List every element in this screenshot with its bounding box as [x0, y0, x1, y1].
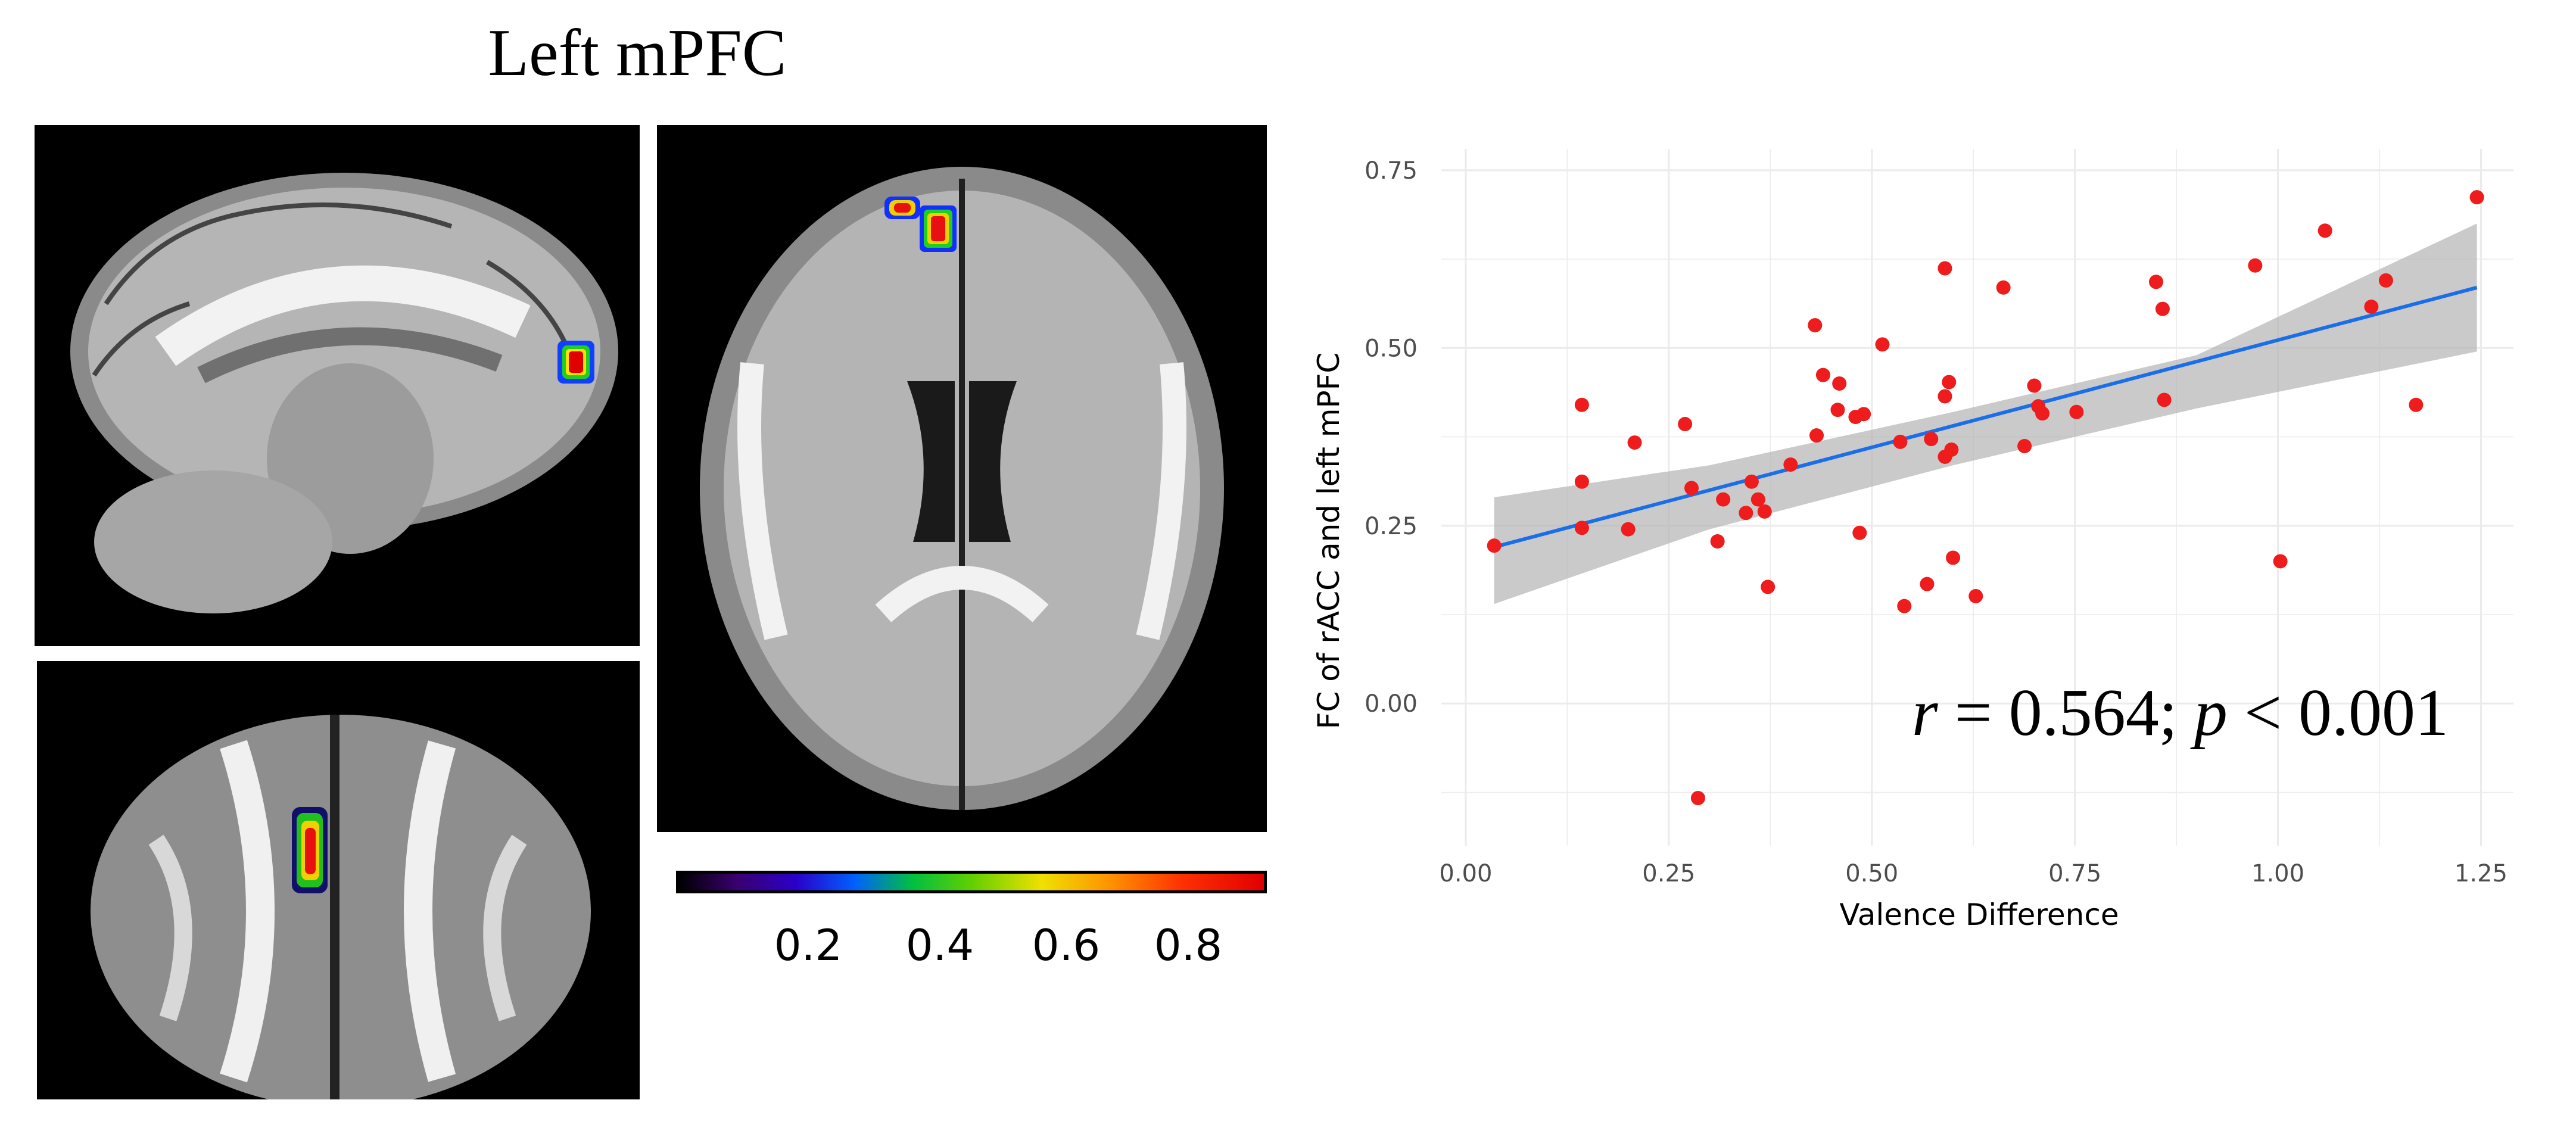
- x-tick-label: 1.00: [2251, 860, 2304, 887]
- data-point: [2469, 190, 2484, 205]
- x-tick-label: 0.25: [1642, 860, 1695, 887]
- data-point: [1946, 550, 1961, 565]
- x-tick-label: 1.25: [2454, 860, 2508, 887]
- confidence-band-layer: [1494, 223, 2477, 604]
- data-point: [2248, 258, 2263, 273]
- data-point: [2273, 554, 2288, 569]
- data-point: [1574, 397, 1589, 412]
- x-tick-label: 0.75: [2048, 860, 2101, 887]
- y-axis-title: FC of rACC and left mPFC: [1312, 353, 1346, 730]
- data-point: [2155, 301, 2170, 316]
- data-point: [1808, 318, 1823, 333]
- data-point: [1574, 521, 1589, 535]
- data-point: [1761, 579, 1776, 594]
- data-point: [2364, 300, 2379, 314]
- x-axis-title: Valence Difference: [1839, 898, 2119, 932]
- correlation-annotation: r = 0.564; p < 0.001: [1912, 676, 2449, 750]
- colorbar-tick: 0.2: [774, 920, 843, 970]
- data-point: [2017, 439, 2032, 454]
- data-point: [1487, 538, 1502, 553]
- data-point: [1893, 434, 1908, 449]
- data-point: [1857, 407, 1871, 422]
- data-point: [2378, 273, 2393, 288]
- data-point: [1920, 577, 1935, 591]
- data-point: [1875, 337, 1890, 352]
- data-point: [2409, 397, 2424, 412]
- data-point: [2035, 406, 2050, 421]
- data-point: [1942, 375, 1957, 389]
- data-point: [1944, 443, 1959, 457]
- data-point: [2027, 378, 2042, 393]
- data-point: [1716, 492, 1731, 507]
- data-point: [2149, 275, 2163, 289]
- data-point: [1750, 492, 1765, 507]
- y-tick-label: 0.00: [1365, 690, 1418, 718]
- brain-figure-title: Left mPFC: [488, 16, 787, 90]
- data-point: [2157, 392, 2172, 407]
- data-point: [1678, 417, 1693, 432]
- data-point: [1744, 474, 1759, 489]
- data-point: [1996, 280, 2011, 295]
- x-tick-label: 0.00: [1439, 860, 1492, 887]
- tick-labels-layer: 0.00 0.25 0.50 0.75 1.00 1.25 0.00 0.25 0.50 0.75: [1365, 157, 2508, 887]
- data-point: [1574, 474, 1589, 489]
- fit-line-layer: [1493, 285, 2478, 549]
- data-point: [1690, 791, 1705, 806]
- data-point: [1897, 599, 1912, 613]
- y-tick-label: 0.25: [1365, 513, 1418, 540]
- data-point: [1938, 389, 1952, 404]
- confidence-band: [1494, 223, 2477, 604]
- data-point: [1739, 506, 1753, 521]
- data-point: [1621, 522, 1636, 537]
- axial-brain-image: [657, 125, 1267, 832]
- data-point: [2069, 404, 2084, 419]
- data-point: [1783, 457, 1798, 472]
- colorbar: [676, 871, 1267, 893]
- x-tick-label: 0.50: [1845, 860, 1898, 887]
- colorbar-tick: 0.6: [1032, 920, 1101, 970]
- data-point: [1710, 534, 1725, 549]
- data-point: [1684, 481, 1699, 496]
- data-point: [1815, 367, 1830, 382]
- data-points-layer: [1487, 190, 2484, 806]
- data-point: [1809, 428, 1824, 443]
- data-point: [2318, 223, 2332, 238]
- data-point: [1757, 504, 1772, 519]
- colorbar-tick: 0.8: [1154, 920, 1223, 970]
- regression-line: [1493, 285, 2478, 549]
- data-point: [1852, 525, 1867, 540]
- data-point: [1938, 261, 1952, 276]
- data-point: [1830, 403, 1845, 417]
- axial-top-brain-image: [37, 661, 640, 1099]
- data-point: [1924, 432, 1939, 447]
- colorbar-tick: 0.4: [905, 920, 974, 970]
- data-point: [1968, 588, 1983, 603]
- y-tick-label: 0.75: [1365, 157, 1418, 185]
- y-tick-label: 0.50: [1365, 335, 1418, 362]
- data-point: [1832, 376, 1847, 391]
- scatter-plot: 0.00 0.25 0.50 0.75 1.00 1.25 0.00 0.25 0.50 0.75…: [1312, 149, 2513, 932]
- data-point: [1627, 435, 1642, 450]
- sagittal-brain-image: [35, 125, 640, 646]
